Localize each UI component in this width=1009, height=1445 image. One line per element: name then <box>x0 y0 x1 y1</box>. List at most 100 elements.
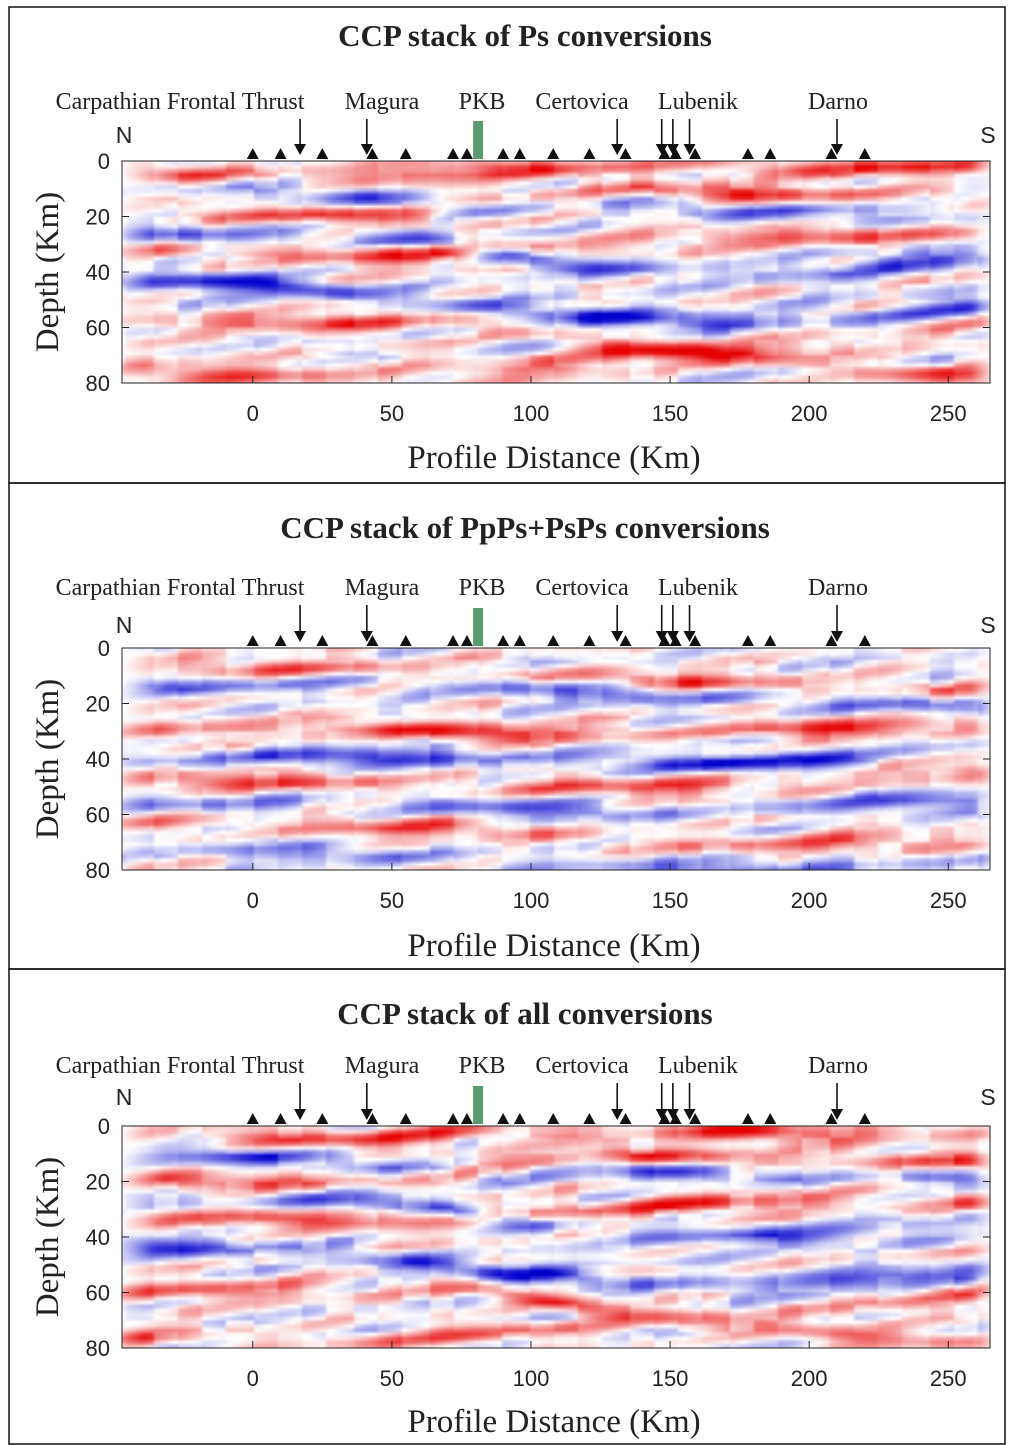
panel-frame-3 <box>8 968 1006 1445</box>
station-triangle <box>399 148 412 159</box>
station-triangle <box>460 148 473 159</box>
heatmap-image <box>122 161 990 383</box>
annotation-arrowhead <box>830 1109 843 1120</box>
y-tick-label: 0 <box>98 1114 110 1139</box>
annotation-label: Lubenik <box>658 575 738 601</box>
north-label: N <box>116 1084 133 1110</box>
y-axis-label: Depth (Km) <box>30 679 66 839</box>
station-triangle <box>619 635 632 646</box>
annotation-arrowhead <box>611 631 624 642</box>
x-axis-label: Profile Distance (Km) <box>407 928 700 964</box>
station-triangle <box>669 148 682 159</box>
chart-title: CCP stack of PpPs+PsPs conversions <box>280 510 770 545</box>
station-triangle <box>658 1113 671 1124</box>
annotation-arrowhead <box>683 1109 696 1120</box>
annotation-arrowhead <box>666 144 679 155</box>
x-tick-label: 250 <box>930 888 967 913</box>
station-triangle <box>741 1113 754 1124</box>
annotation-arrowhead <box>294 1109 307 1120</box>
annotation-arrowhead <box>655 1109 668 1120</box>
north-label: N <box>116 122 133 148</box>
heatmap-image <box>122 1126 990 1348</box>
x-tick-label: 150 <box>652 401 689 426</box>
pkb-marker <box>473 121 484 159</box>
panel-1: CCP stack of Ps conversions 0 20 40 60 80 0 50 1… <box>30 18 996 476</box>
station-triangle <box>764 148 777 159</box>
station-triangle <box>460 635 473 646</box>
station-triangle <box>858 635 871 646</box>
annotation-arrowhead <box>666 631 679 642</box>
y-tick-label: 20 <box>86 692 110 717</box>
x-tick-label: 150 <box>652 1366 689 1391</box>
x-tick-label: 0 <box>247 1366 259 1391</box>
y-tick-label: 80 <box>86 858 110 883</box>
annotation-label: Carpathian Frontal Thrust <box>56 575 305 601</box>
station-triangle <box>689 148 702 159</box>
y-tick-label: 40 <box>86 747 110 772</box>
station-triangle <box>447 148 460 159</box>
station-triangle <box>513 1113 526 1124</box>
station-triangle <box>274 635 287 646</box>
south-label: S <box>980 122 995 148</box>
annotation-arrowhead <box>611 1109 624 1120</box>
annotation-label: Darno <box>808 575 868 601</box>
y-axis-label: Depth (Km) <box>30 1157 66 1317</box>
station-triangle <box>669 635 682 646</box>
annotation-arrowhead <box>360 1109 373 1120</box>
heatmap-image <box>122 648 990 870</box>
station-triangle <box>547 148 560 159</box>
station-triangle <box>316 635 329 646</box>
panel-3: CCP stack of all conversions 0 20 40 60 80 0 50… <box>30 996 996 1440</box>
x-tick-label: 250 <box>930 401 967 426</box>
south-label: S <box>980 612 995 638</box>
annotation-label: Carpathian Frontal Thrust <box>56 1053 305 1079</box>
pkb-marker <box>473 1086 484 1124</box>
north-label: N <box>116 612 133 638</box>
annotation-arrowhead <box>655 631 668 642</box>
annotation-arrowhead <box>683 631 696 642</box>
chart-title: CCP stack of all conversions <box>337 996 712 1031</box>
station-triangle <box>764 635 777 646</box>
y-tick-label: 20 <box>86 1170 110 1195</box>
station-triangle <box>858 148 871 159</box>
annotation-label: Magura <box>345 1053 420 1079</box>
x-tick-label: 100 <box>513 401 550 426</box>
station-triangle <box>274 1113 287 1124</box>
y-axis-label: Depth (Km) <box>30 192 66 352</box>
annotation-arrowhead <box>683 144 696 155</box>
station-triangle <box>366 1113 379 1124</box>
y-tick-label: 80 <box>86 1336 110 1361</box>
x-tick-label: 50 <box>380 888 404 913</box>
x-tick-label: 200 <box>791 1366 828 1391</box>
y-tick-label: 60 <box>86 1281 110 1306</box>
station-triangle <box>658 148 671 159</box>
station-triangle <box>399 1113 412 1124</box>
station-triangle <box>447 635 460 646</box>
annotation-label: PKB <box>459 89 506 115</box>
x-tick-label: 250 <box>930 1366 967 1391</box>
y-tick-label: 20 <box>86 205 110 230</box>
x-tick-label: 50 <box>380 1366 404 1391</box>
station-triangle <box>741 148 754 159</box>
x-tick-label: 0 <box>247 888 259 913</box>
annotation-label: PKB <box>459 575 506 601</box>
south-label: S <box>980 1084 995 1110</box>
station-triangle <box>497 148 510 159</box>
annotation-arrowhead <box>294 144 307 155</box>
annotation-label: Darno <box>808 89 868 115</box>
x-tick-label: 200 <box>791 401 828 426</box>
station-triangle <box>658 635 671 646</box>
panel-frames <box>8 6 1006 1445</box>
station-triangle <box>460 1113 473 1124</box>
y-tick-label: 60 <box>86 803 110 828</box>
y-tick-label: 60 <box>86 316 110 341</box>
station-triangle <box>366 635 379 646</box>
annotation-label: Magura <box>345 575 420 601</box>
station-triangle <box>825 148 838 159</box>
station-triangle <box>583 635 596 646</box>
station-triangle <box>547 1113 560 1124</box>
station-triangle <box>619 148 632 159</box>
pkb-marker <box>473 608 484 646</box>
station-triangle <box>366 148 379 159</box>
